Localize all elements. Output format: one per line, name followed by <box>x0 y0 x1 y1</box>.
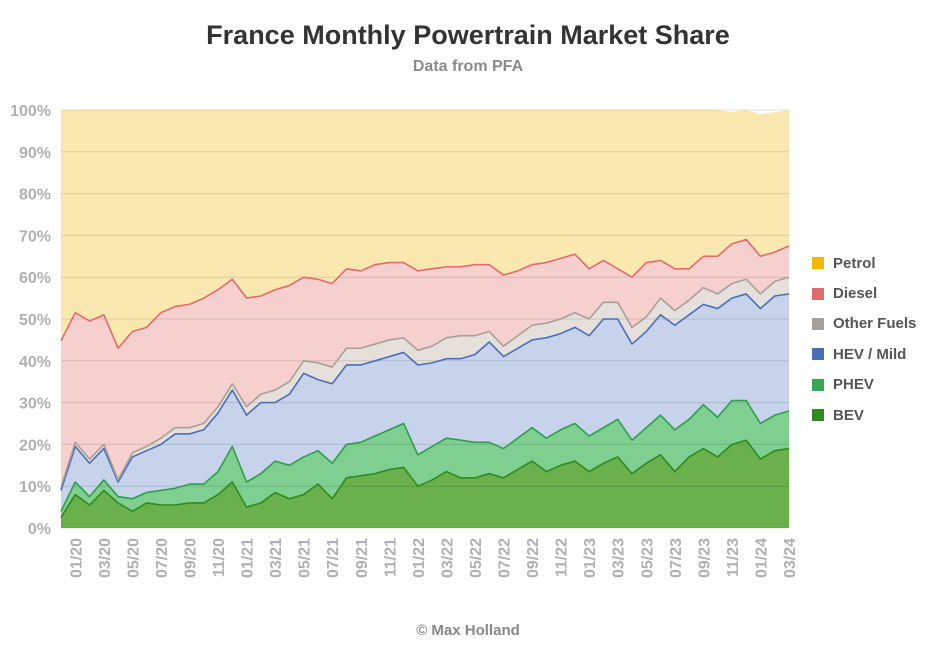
legend-label: Other Fuels <box>833 315 917 333</box>
x-tick-label: 09/21 <box>354 538 371 578</box>
x-tick-label: 11/22 <box>554 538 571 577</box>
x-tick-label: 03/23 <box>611 538 628 578</box>
x-tick-label: 11/20 <box>211 538 228 577</box>
x-tick-label: 09/22 <box>525 538 542 578</box>
x-tick-label: 05/21 <box>297 538 314 578</box>
legend-swatch <box>812 348 824 361</box>
area-other-fuels <box>61 277 789 491</box>
legend-swatch <box>812 409 824 422</box>
legend-item: PHEV <box>812 370 916 400</box>
area-hev-mild <box>61 293 789 512</box>
legend-item: HEV / Mild <box>812 339 916 369</box>
x-tick-label: 03/24 <box>782 538 799 578</box>
legend-item: Diesel <box>812 278 916 308</box>
chart-title: France Monthly Powertrain Market Share <box>206 20 730 50</box>
legend-label: BEV <box>833 406 864 424</box>
legend-item: Other Fuels <box>812 309 916 339</box>
y-tick-label: 60% <box>19 270 51 287</box>
y-tick-label: 30% <box>19 396 51 413</box>
line-bev <box>60 439 790 518</box>
x-tick-label: 03/22 <box>439 538 456 578</box>
line-phev <box>60 399 790 512</box>
legend-swatch <box>812 317 824 330</box>
y-tick-label: 50% <box>19 312 51 329</box>
x-tick-label: 01/21 <box>240 538 257 578</box>
legend-label: PHEV <box>833 376 874 394</box>
legend-label: HEV / Mild <box>833 345 907 363</box>
x-tick-label: 05/23 <box>639 538 656 578</box>
x-tick-label: 11/23 <box>725 538 742 577</box>
y-tick-label: 0% <box>28 521 51 538</box>
x-tick-label: 11/21 <box>382 538 399 577</box>
legend: Petrol Diesel Other Fuels HEV / Mild PHEV BEV <box>812 248 916 430</box>
x-tick-label: 07/23 <box>668 538 685 578</box>
y-tick-label: 80% <box>19 187 51 204</box>
y-tick-label: 70% <box>19 228 51 245</box>
x-tick-label: 09/20 <box>182 538 199 578</box>
area-phev <box>61 400 789 518</box>
legend-item: BEV <box>812 400 916 430</box>
x-tick-label: 09/23 <box>696 538 713 578</box>
legend-item: Petrol <box>812 248 916 278</box>
legend-swatch <box>812 378 824 391</box>
line-other-fuels <box>60 276 790 488</box>
x-tick-label: 01/22 <box>411 538 428 578</box>
x-tick-label: 05/22 <box>468 538 485 578</box>
y-tick-label: 90% <box>19 145 51 162</box>
x-tick-label: 01/24 <box>753 538 770 578</box>
legend-label: Petrol <box>833 254 876 272</box>
x-tick-label: 07/20 <box>154 538 171 578</box>
line-hev-mild <box>60 293 790 491</box>
legend-label: Diesel <box>833 285 878 303</box>
x-tick-label: 01/20 <box>68 538 85 578</box>
credit-text: © Max Holland <box>416 622 520 639</box>
area-petrol <box>61 110 789 349</box>
y-tick-label: 100% <box>10 103 51 120</box>
x-tick-label: 03/21 <box>268 538 285 578</box>
line-diesel <box>60 238 790 350</box>
legend-swatch <box>812 287 824 300</box>
legend-swatch <box>812 257 824 270</box>
y-tick-label: 40% <box>19 354 51 371</box>
area-diesel <box>61 239 789 488</box>
x-tick-label: 07/22 <box>497 538 514 578</box>
x-tick-label: 01/23 <box>582 538 599 578</box>
y-tick-label: 20% <box>19 437 51 454</box>
y-tick-label: 10% <box>19 479 51 496</box>
x-tick-label: 03/20 <box>97 538 114 578</box>
x-tick-label: 07/21 <box>325 538 342 578</box>
x-tick-label: 05/20 <box>125 538 142 578</box>
chart-subtitle: Data from PFA <box>412 58 524 75</box>
